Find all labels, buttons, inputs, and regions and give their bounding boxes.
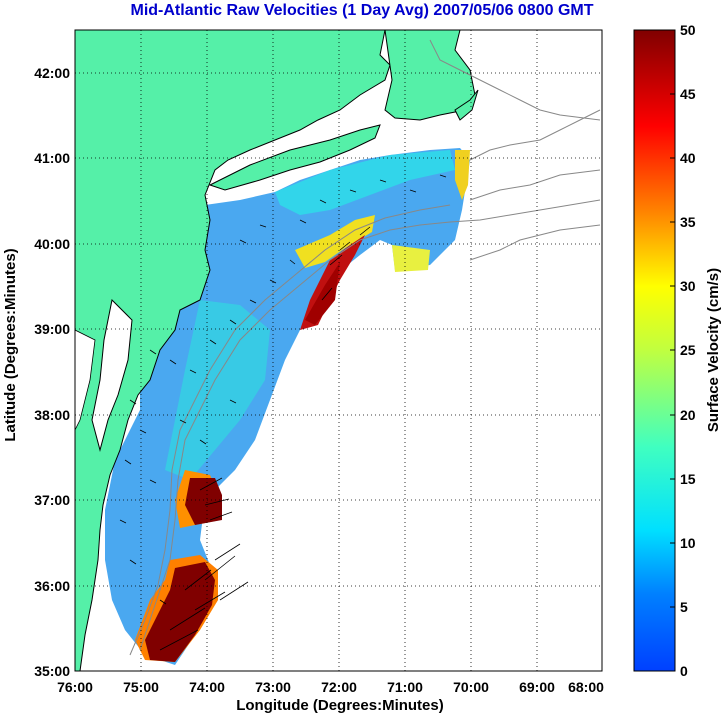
x-tick-label: 76:00 — [57, 679, 93, 695]
y-tick-label: 37:00 — [34, 492, 70, 508]
colorbar-ticks — [670, 29, 675, 672]
x-tick-labels: 76:00 75:00 74:00 73:00 72:00 71:00 70:0… — [57, 679, 604, 695]
land-mainland — [75, 30, 391, 671]
map-title: Mid-Atlantic Raw Velocities (1 Day Avg) … — [130, 2, 594, 19]
bathymetry-contours — [129, 39, 601, 656]
x-axis-title: Longitude (Degrees:Minutes) — [236, 697, 444, 714]
y-tick-label: 41:00 — [34, 150, 70, 166]
y-tick-label: 35:00 — [34, 663, 70, 679]
colorbar-tick-label: 40 — [680, 150, 696, 166]
x-tick-label: 69:00 — [519, 679, 555, 695]
velocity-red-core — [305, 262, 340, 325]
colorbar-tick-label: 0 — [680, 663, 688, 679]
colorbar-tick-label: 15 — [680, 471, 696, 487]
velocity-cyan-band — [275, 150, 455, 215]
x-tick-label: 74:00 — [189, 679, 225, 695]
velocity-cyan-south — [165, 300, 270, 480]
colorbar-tick-label: 5 — [680, 599, 688, 615]
velocity-yellow-east — [392, 245, 430, 272]
velocity-darkred-south1 — [185, 478, 222, 525]
y-tick-label: 40:00 — [34, 236, 70, 252]
velocity-yellow-ne — [455, 150, 470, 200]
land-new-england — [384, 30, 476, 121]
grid-lines — [75, 30, 602, 671]
velocity-yellow-shelf — [295, 215, 375, 268]
x-tick-label: 71:00 — [387, 679, 423, 695]
colorbar-tick-label: 30 — [680, 278, 696, 294]
velocity-darkred-south2 — [145, 562, 215, 662]
land-long-island — [208, 124, 381, 191]
colorbar-tick-label: 25 — [680, 342, 696, 358]
colorbar-tick-label: 20 — [680, 407, 696, 423]
colorbar — [633, 29, 676, 672]
colorbar-tick-label: 50 — [680, 22, 696, 38]
y-tick-labels: 35:00 36:00 37:00 38:00 39:00 40:00 41:0… — [34, 65, 70, 679]
land-delmarva — [91, 298, 133, 452]
y-tick-label: 39:00 — [34, 321, 70, 337]
y-tick-label: 42:00 — [34, 65, 70, 81]
y-tick-label: 36:00 — [34, 578, 70, 594]
velocity-arrows — [119, 174, 447, 651]
colorbar-tick-labels: 0 5 10 15 20 25 30 35 40 45 50 — [680, 22, 696, 679]
colorbar-tick-label: 10 — [680, 535, 696, 551]
plot-frame — [74, 29, 603, 672]
land-chesapeake — [75, 329, 96, 431]
land-cape-cod — [454, 89, 479, 121]
colorbar-tick-label: 45 — [680, 86, 696, 102]
colorbar-tick-label: 35 — [680, 214, 696, 230]
x-tick-label: 72:00 — [321, 679, 357, 695]
x-tick-label: 68:00 — [568, 679, 604, 695]
y-tick-label: 38:00 — [34, 407, 70, 423]
x-tick-label: 73:00 — [255, 679, 291, 695]
x-tick-label: 70:00 — [453, 679, 489, 695]
x-tick-label: 75:00 — [123, 679, 159, 695]
y-axis-title: Latitude (Degrees:Minutes) — [2, 248, 19, 441]
colorbar-title: Surface Velocity (cm/s) — [705, 268, 722, 432]
